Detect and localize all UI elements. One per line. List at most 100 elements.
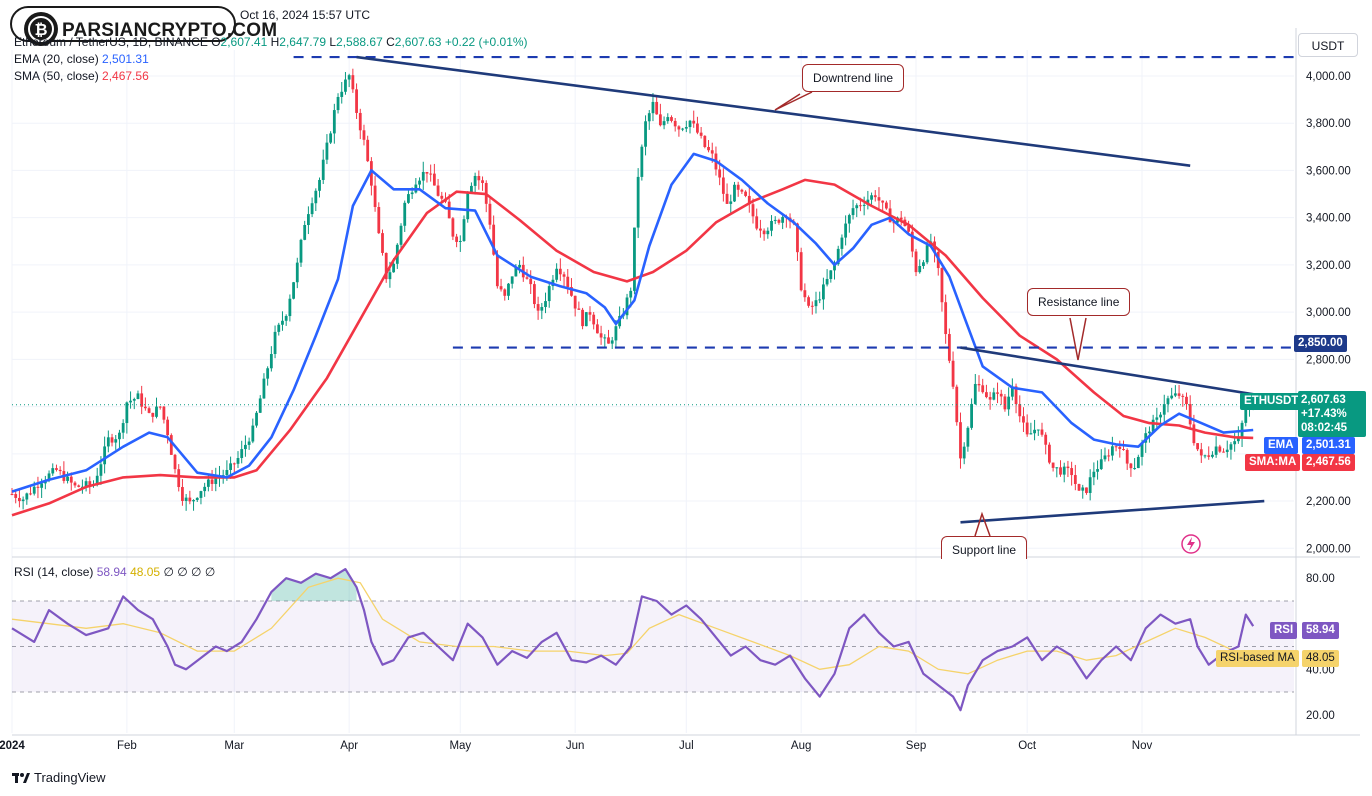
- candle-body: [258, 398, 262, 413]
- grid-lines: [11, 50, 1294, 733]
- candle-body: [436, 185, 440, 196]
- candle-body: [547, 286, 551, 302]
- candle-body: [177, 469, 181, 488]
- candle-body: [114, 439, 118, 443]
- candle-body: [940, 268, 944, 303]
- candle-body: [518, 264, 521, 268]
- candle-body: [1162, 404, 1166, 415]
- candle-body: [73, 482, 77, 486]
- candle-body: [1155, 417, 1159, 420]
- candle-body: [740, 189, 744, 192]
- candle-body: [247, 441, 251, 445]
- candle-body: [759, 228, 762, 231]
- candle-body: [1177, 393, 1181, 396]
- candle-body: [18, 497, 21, 502]
- price-tick-label: 3,000.00: [1306, 307, 1351, 319]
- candle-body: [981, 385, 985, 393]
- candle-body: [592, 314, 596, 325]
- sma-legend[interactable]: SMA (50, close) 2,467.56: [14, 69, 149, 83]
- candle-body: [533, 284, 536, 305]
- candle-body: [922, 262, 925, 267]
- candle-body: [814, 300, 818, 307]
- candle-body: [347, 75, 351, 80]
- candle-body: [1073, 475, 1077, 485]
- candle-body: [985, 392, 988, 398]
- tradingview-logo-icon: [12, 773, 30, 783]
- candle-body: [95, 475, 99, 485]
- candle-body: [692, 120, 696, 124]
- candle-body: [677, 126, 681, 130]
- candle-body: [1151, 419, 1155, 432]
- chart-date: Oct 16, 2024 15:57 UTC: [240, 8, 371, 22]
- currency-unit-button[interactable]: USDT: [1298, 33, 1358, 57]
- candle-body: [392, 263, 396, 273]
- candle-body: [996, 392, 999, 394]
- candle-body: [1236, 436, 1240, 442]
- price-tick-label: 3,800.00: [1306, 118, 1351, 130]
- candle-body: [859, 205, 862, 207]
- candle-body: [870, 195, 873, 200]
- candle-body: [310, 203, 314, 215]
- candle-body: [762, 230, 766, 235]
- candle-body: [1022, 416, 1025, 423]
- candle-body: [29, 493, 32, 495]
- candle-body: [181, 487, 184, 501]
- price-tick-label: 3,400.00: [1306, 213, 1351, 225]
- candle-body: [881, 200, 885, 203]
- candle-body: [214, 477, 218, 484]
- sma50-line: [11, 178, 1254, 517]
- candle-body: [821, 284, 825, 300]
- candle-body: [625, 297, 629, 316]
- candle-body: [40, 483, 44, 488]
- candle-body: [366, 139, 370, 162]
- time-tick-label: Apr: [340, 740, 358, 752]
- candle-body: [455, 236, 458, 242]
- resistance-callout: Resistance line: [1027, 288, 1131, 316]
- candle-body: [1096, 469, 1099, 472]
- symbol-name: Ethereum / TetherUS, 1D, BINANCE: [14, 35, 208, 49]
- candle-body: [944, 302, 948, 335]
- candle-body: [1188, 404, 1192, 425]
- candle-body: [844, 223, 848, 238]
- ohlc-open: 2,607.41: [220, 35, 268, 49]
- candle-body: [399, 225, 403, 245]
- candle-body: [562, 274, 566, 277]
- ohlc-close-label: C: [386, 35, 395, 49]
- candle-body: [169, 435, 173, 455]
- sma-value-tag: 2,467.56: [1302, 454, 1355, 471]
- ema-legend[interactable]: EMA (20, close) 2,501.31: [14, 52, 149, 66]
- downtrend-trendline: [356, 55, 1191, 168]
- rsi-legend[interactable]: RSI (14, close) 58.94 48.05 ∅ ∅ ∅ ∅: [14, 565, 215, 579]
- candle-body: [307, 214, 310, 226]
- lightning-icon[interactable]: [1180, 533, 1202, 555]
- candle-body: [458, 240, 462, 242]
- candle-body: [1233, 441, 1237, 445]
- candle-body: [303, 225, 307, 240]
- candle-body: [770, 220, 773, 231]
- candle-body: [229, 463, 232, 470]
- candle-body: [851, 208, 855, 216]
- candle-body: [1166, 398, 1170, 405]
- ohlc-close: 2,607.63: [394, 35, 442, 49]
- candle-body: [462, 219, 466, 241]
- candle-body: [473, 175, 477, 186]
- candle-body: [992, 392, 996, 400]
- candle-body: [862, 204, 866, 206]
- ohlc-high-label: H: [270, 35, 280, 49]
- candle-body: [655, 101, 659, 115]
- price-tick-label: 2,800.00: [1306, 354, 1351, 366]
- candle-body: [773, 219, 777, 221]
- candle-body: [329, 133, 333, 143]
- candle-body: [970, 403, 973, 428]
- candle-body: [651, 101, 655, 114]
- candle-body: [440, 195, 444, 199]
- candle-body: [877, 197, 881, 201]
- price-tick-label: 3,200.00: [1306, 260, 1351, 272]
- candle-body: [892, 222, 896, 224]
- rsi-tick-label: 80.00: [1306, 573, 1335, 585]
- downtrend-callout: Downtrend line: [802, 64, 905, 92]
- candle-body: [951, 360, 955, 387]
- candle-body: [155, 406, 158, 417]
- candle-body: [699, 132, 703, 136]
